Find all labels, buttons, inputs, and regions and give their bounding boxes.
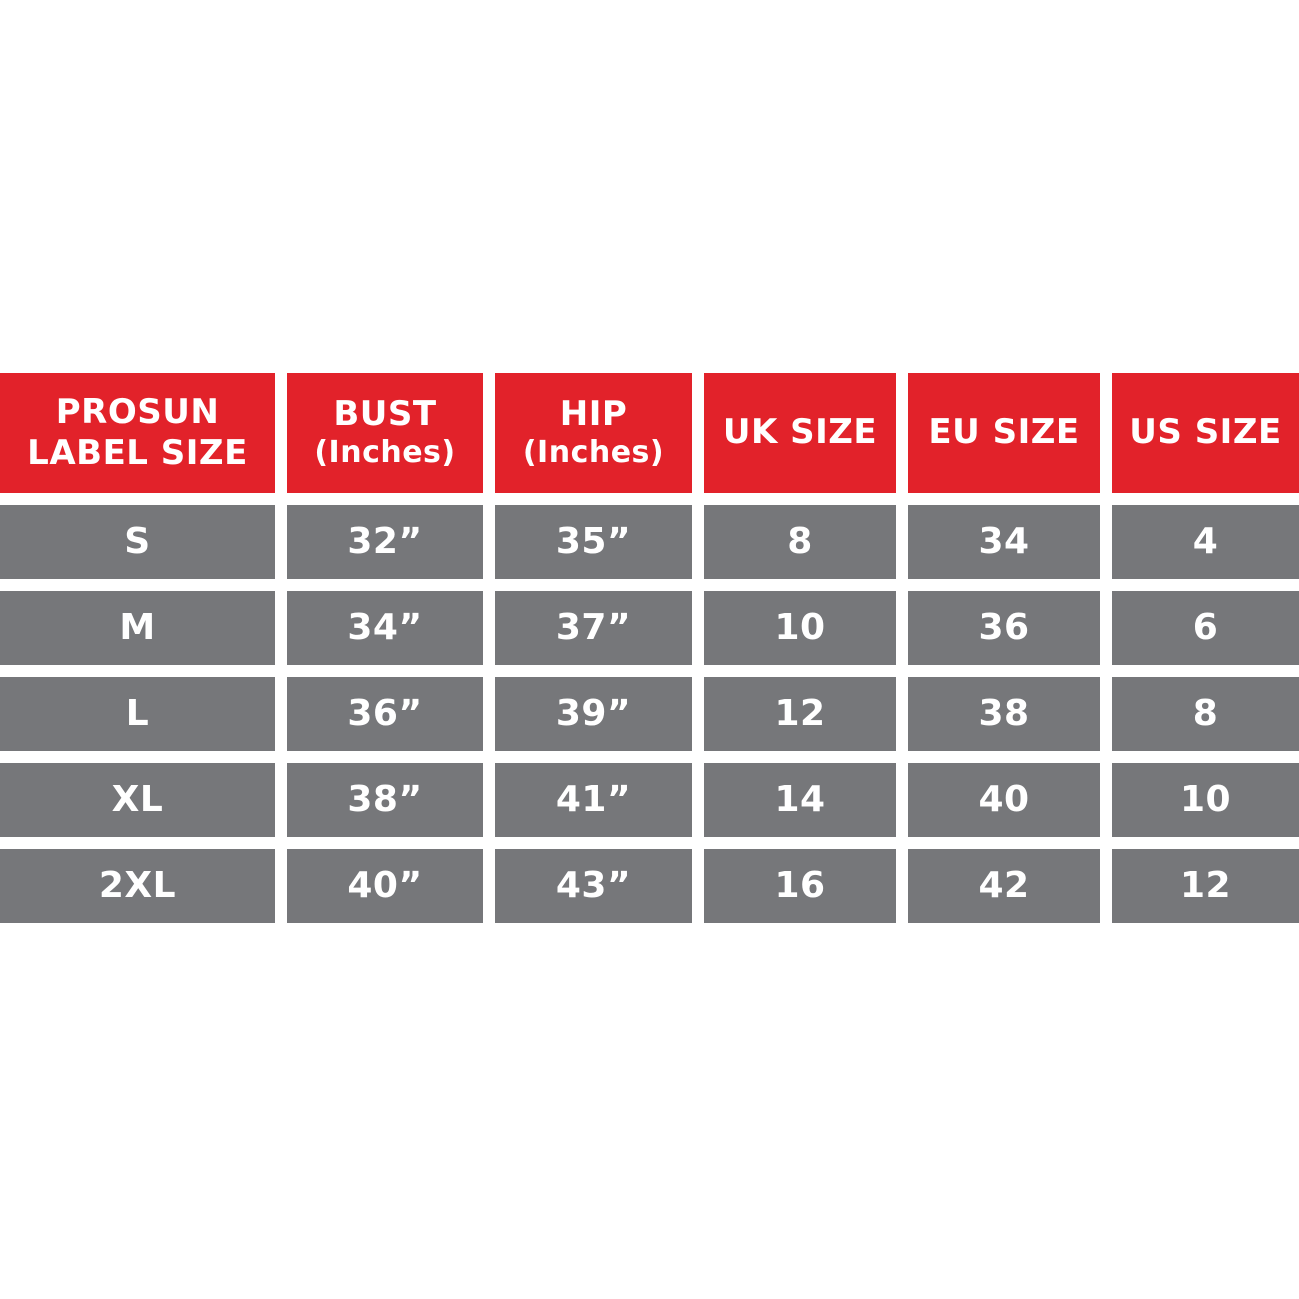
cell-us-size: 10 — [1112, 763, 1299, 837]
cell-uk-size: 16 — [704, 849, 896, 923]
cell-us-size: 12 — [1112, 849, 1299, 923]
cell-label-size: 2XL — [0, 849, 275, 923]
cell-us-size: 8 — [1112, 677, 1299, 751]
cell-label-size: L — [0, 677, 275, 751]
header-cell-eu-size: EU SIZE — [908, 373, 1100, 493]
cell-uk-size: 10 — [704, 591, 896, 665]
header-label-line2: (Inches) — [522, 435, 665, 471]
cell-uk-size: 12 — [704, 677, 896, 751]
header-label-line1: HIP — [559, 393, 628, 434]
cell-uk-size: 14 — [704, 763, 896, 837]
cell-bust: 34” — [287, 591, 483, 665]
cell-eu-size: 40 — [908, 763, 1100, 837]
header-label-line1: BUST — [333, 393, 437, 434]
cell-us-size: 6 — [1112, 591, 1299, 665]
cell-eu-size: 36 — [908, 591, 1100, 665]
cell-uk-size: 8 — [704, 505, 896, 579]
cell-label-size: M — [0, 591, 275, 665]
header-cell-us-size: US SIZE — [1112, 373, 1299, 493]
header-cell-uk-size: UK SIZE — [704, 373, 896, 493]
cell-hip: 43” — [495, 849, 692, 923]
header-label-line1: US SIZE — [1129, 412, 1282, 453]
size-chart-table: PROSUN LABEL SIZE BUST (Inches) HIP (Inc… — [0, 373, 1299, 923]
cell-bust: 40” — [287, 849, 483, 923]
cell-eu-size: 38 — [908, 677, 1100, 751]
cell-bust: 36” — [287, 677, 483, 751]
cell-us-size: 4 — [1112, 505, 1299, 579]
header-label-line1: UK SIZE — [722, 412, 878, 453]
cell-eu-size: 42 — [908, 849, 1100, 923]
cell-hip: 35” — [495, 505, 692, 579]
header-cell-prosun-label-size: PROSUN LABEL SIZE — [0, 373, 275, 493]
cell-label-size: S — [0, 505, 275, 579]
cell-hip: 37” — [495, 591, 692, 665]
cell-hip: 39” — [495, 677, 692, 751]
header-label-line2: LABEL SIZE — [27, 433, 248, 473]
header-label-line1: EU SIZE — [928, 412, 1080, 453]
cell-label-size: XL — [0, 763, 275, 837]
cell-eu-size: 34 — [908, 505, 1100, 579]
header-label-line1: PROSUN — [55, 391, 220, 432]
header-cell-bust: BUST (Inches) — [287, 373, 483, 493]
cell-bust: 38” — [287, 763, 483, 837]
cell-bust: 32” — [287, 505, 483, 579]
header-label-line2: (Inches) — [314, 435, 456, 471]
header-cell-hip: HIP (Inches) — [495, 373, 692, 493]
cell-hip: 41” — [495, 763, 692, 837]
